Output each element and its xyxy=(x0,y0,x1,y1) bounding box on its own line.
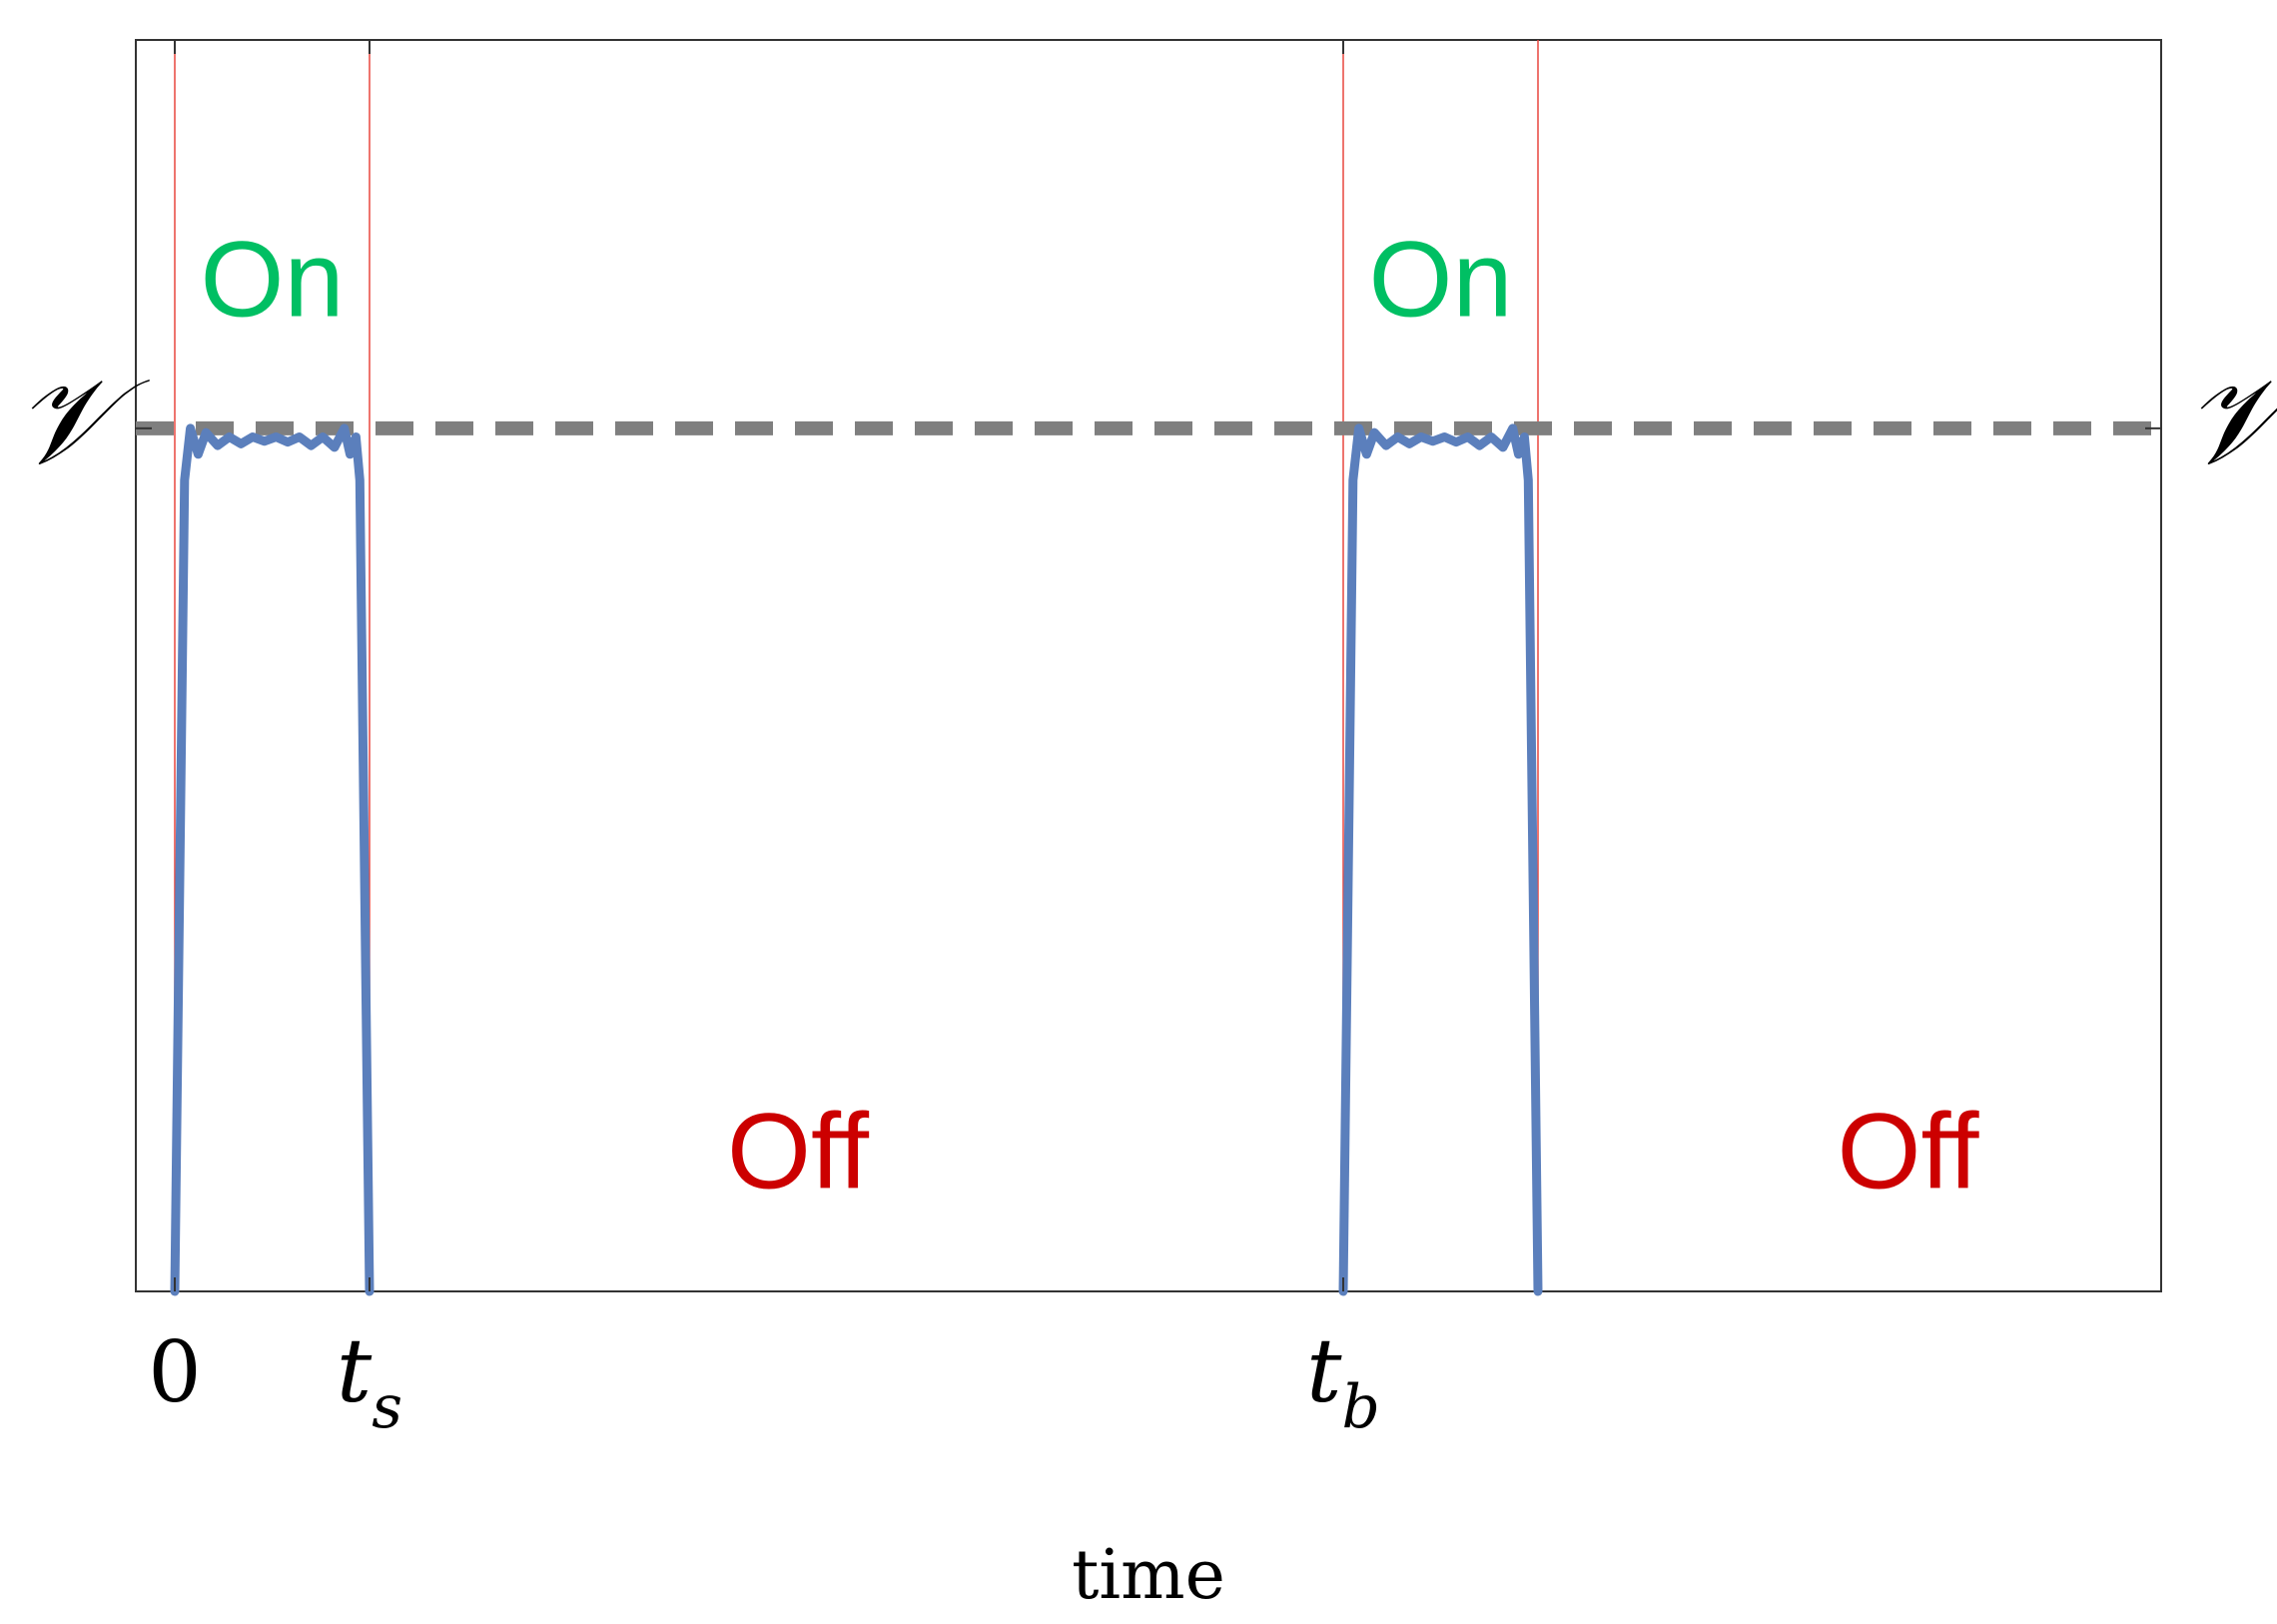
x-axis-label: time xyxy=(1072,1536,1225,1615)
annotation-on-1: On xyxy=(1368,219,1512,340)
x-tick-label-2: tb xyxy=(1306,1319,1380,1442)
x-tick-label-0: 0 xyxy=(148,1323,201,1421)
series-group xyxy=(170,423,1543,1296)
x-tick-label-1: ts xyxy=(337,1319,402,1442)
y-tick-label-left: 𝒱 xyxy=(14,353,150,491)
series-line-0 xyxy=(170,423,1543,1296)
x-ticks: 0 ts tb xyxy=(148,40,1380,1442)
annotation-on-0: On xyxy=(200,219,344,340)
annotations: On On Off Off xyxy=(200,219,1979,1212)
plot-frame xyxy=(135,39,2162,1292)
annotation-off-3: Off xyxy=(1837,1090,1979,1211)
y-tick-label-right: 𝒱 xyxy=(2183,353,2277,491)
annotation-off-2: Off xyxy=(727,1090,870,1211)
